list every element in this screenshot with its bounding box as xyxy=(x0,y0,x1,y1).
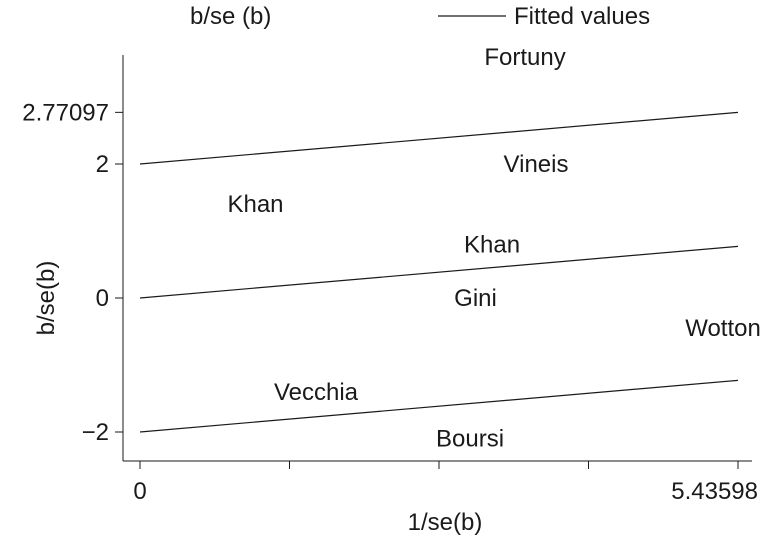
point-label: Khan xyxy=(464,231,520,258)
y-tick-label: 2 xyxy=(96,151,109,178)
fitted-line xyxy=(139,379,739,433)
point-labels: Fortuny Vineis Khan Khan Gini Wotton Vecchia Bo… xyxy=(227,44,760,453)
y-tick-label: −2 xyxy=(82,419,109,446)
point-label: Wotton xyxy=(685,315,761,342)
legend-entry-bse: b/se (b) xyxy=(190,3,271,30)
x-axis-title: 1/se(b) xyxy=(408,509,483,536)
y-tick-label: 2.77097 xyxy=(22,99,109,126)
x-tick-label: 0 xyxy=(133,478,146,505)
point-label: Khan xyxy=(227,191,283,218)
y-axis-title: b/se(b) xyxy=(33,261,60,336)
fitted-line xyxy=(139,245,739,299)
point-label: Vecchia xyxy=(274,379,359,406)
point-label: Gini xyxy=(454,285,497,312)
point-label: Boursi xyxy=(436,426,504,453)
point-label: Fortuny xyxy=(484,44,565,71)
axes: −2 0 2 2.77097 0 5.43598 xyxy=(22,55,758,505)
point-label: Vineis xyxy=(504,151,569,178)
legend: b/se (b) Fitted values xyxy=(190,3,650,30)
y-tick-label: 0 xyxy=(96,285,109,312)
fitted-line xyxy=(139,111,739,165)
fitted-lines xyxy=(139,111,739,433)
x-tick-label: 5.43598 xyxy=(671,478,758,505)
legend-entry-fitted-values: Fitted values xyxy=(514,3,650,30)
